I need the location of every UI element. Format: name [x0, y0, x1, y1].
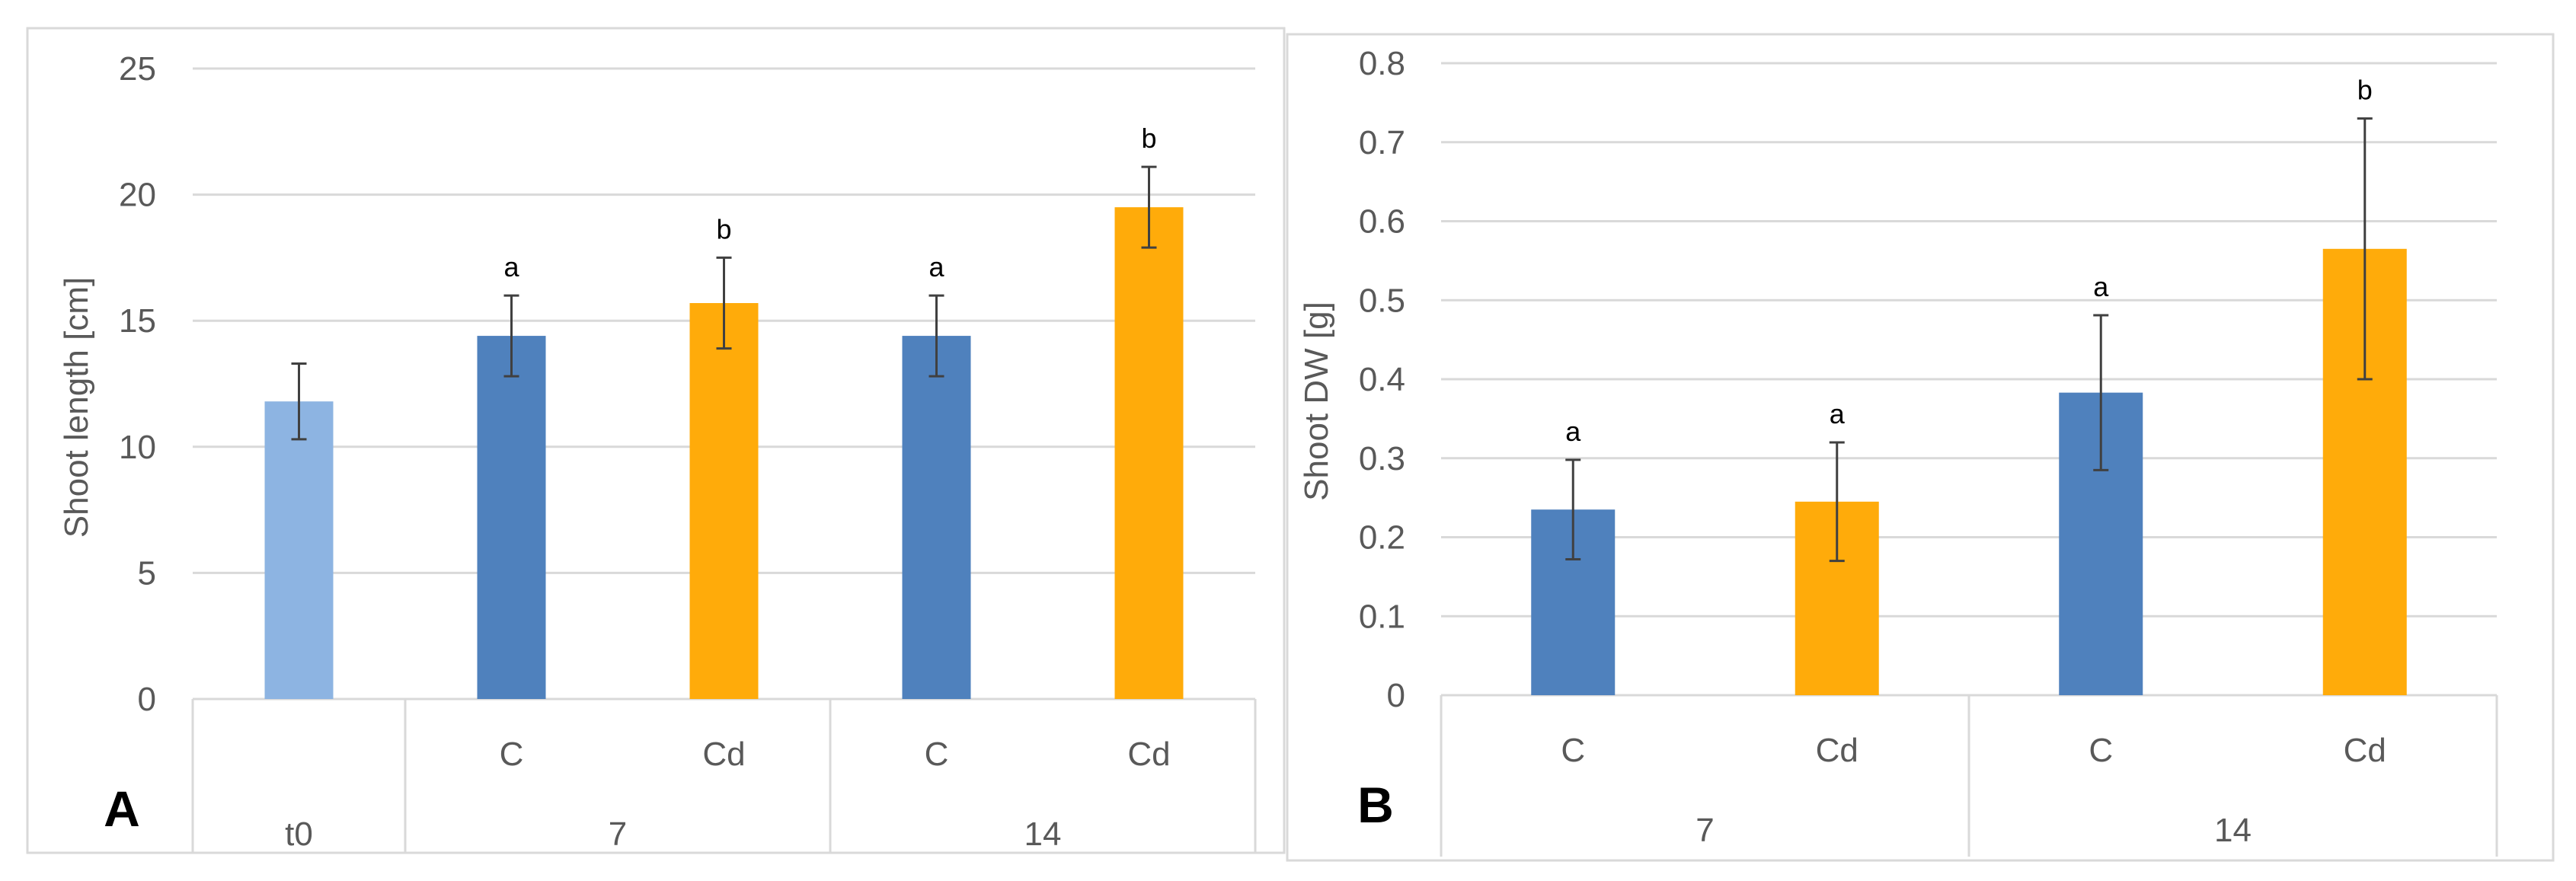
panel-b-ytick-label: 0 — [1387, 677, 1405, 714]
panel-a-significance-letter: a — [928, 251, 944, 282]
panel-b-ytick-label: 0.1 — [1359, 598, 1405, 635]
panel-b-significance-letter: b — [2357, 75, 2373, 106]
panel-a-bar — [264, 401, 334, 699]
panel-b-ytick-label: 0.5 — [1359, 282, 1405, 319]
panel-a-significance-letter: b — [716, 213, 731, 244]
panel-b-significance-letter: a — [1830, 398, 1846, 429]
panel-a-significance-letter: b — [1141, 123, 1156, 154]
panel-b-group-label: 7 — [1695, 812, 1714, 849]
panel-a-ytick-label: 25 — [119, 50, 156, 88]
panel-b-category-label: Cd — [2344, 732, 2386, 769]
panel-a-group-label: 14 — [1024, 816, 1062, 853]
panel-b-category-label: C — [1561, 732, 1585, 769]
panel-b-plot: 0 0.1 0.2 0.3 0.4 0.5 0.6 0.7 0.8 7 14 a Ca Cd a Cb Cd — [1359, 45, 2498, 857]
panel-a-ytick-label: 15 — [119, 302, 156, 340]
panel-a-ytick-label: 0 — [138, 681, 156, 718]
panel-a-category-label: C — [925, 736, 949, 773]
panel-b-significance-letter: a — [1565, 416, 1581, 447]
panel-a-ytick-label: 10 — [119, 429, 156, 466]
panel-a-group-label: t0 — [285, 816, 313, 853]
panel-b-ytick-label: 0.6 — [1359, 203, 1405, 241]
panel-a-category-label: Cd — [702, 736, 745, 773]
panel-a-significance-letter: a — [503, 251, 519, 282]
panel-b-category-label: Cd — [1816, 732, 1858, 769]
panel-a-ytick-label: 5 — [138, 554, 156, 592]
panel-a-plot: 0 5 10 15 20 25 t0 7 14 a Cb Cd a Cb Cd — [119, 50, 1257, 853]
panel-a-bar — [1114, 207, 1184, 699]
panel-a-group-label: 7 — [609, 816, 627, 853]
panel-b-ytick-label: 0.8 — [1359, 45, 1405, 82]
panel-b-ytick-label: 0.7 — [1359, 124, 1405, 161]
panel-b-group-label: 14 — [2214, 812, 2252, 849]
panel-a-bar — [689, 303, 759, 699]
panel-b-ytick-label: 0.3 — [1359, 440, 1405, 477]
panel-b-ytick-label: 0.2 — [1359, 519, 1405, 557]
panel-a-label: A — [104, 780, 140, 837]
panel-a-category-label: Cd — [1127, 736, 1170, 773]
panel-a-bar — [477, 336, 546, 699]
panel-b-significance-letter: a — [2093, 271, 2109, 302]
panel-a-frame — [26, 27, 1286, 854]
panel-a-ylabel: Shoot length [cm] — [58, 277, 95, 538]
panel-a-ytick-label: 20 — [119, 177, 156, 214]
panel-a-category-label: C — [500, 736, 524, 773]
panel-a-bar — [902, 336, 971, 699]
panel-b-label: B — [1357, 777, 1394, 833]
panel-b-ytick-label: 0.4 — [1359, 361, 1405, 398]
panel-b-ylabel: Shoot DW [g] — [1298, 302, 1335, 501]
panel-b-category-label: C — [2089, 732, 2113, 769]
